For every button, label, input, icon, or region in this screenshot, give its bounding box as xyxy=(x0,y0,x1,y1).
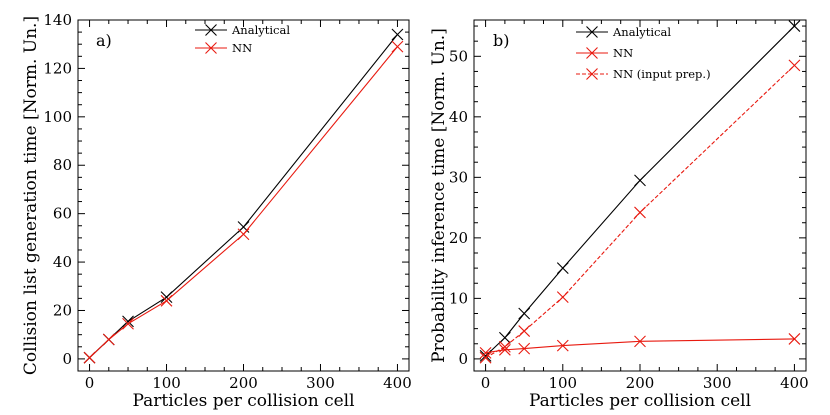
panel-label: b) xyxy=(493,31,509,50)
legend-entry: Analytical xyxy=(576,25,671,39)
series-line xyxy=(89,46,398,359)
data-point xyxy=(518,307,531,320)
x-tick-label: 300 xyxy=(703,374,732,392)
y-tick-label: 20 xyxy=(53,301,72,319)
data-point xyxy=(498,343,511,356)
data-point xyxy=(634,206,646,219)
legend-entry: NN (input prep.) xyxy=(576,67,711,81)
y-tick-label: 50 xyxy=(449,47,468,65)
legend-label: NN (input prep.) xyxy=(613,67,711,81)
series-line xyxy=(485,64,795,359)
panel-b: 0 100 200 300 400 0 10 20 30 40 50 Particles per co… xyxy=(429,19,809,411)
data-point xyxy=(237,228,250,241)
series-nn xyxy=(83,40,404,364)
x-tick-label: 400 xyxy=(383,374,412,392)
y-tick-label: 30 xyxy=(449,168,468,186)
x-axis-label: Particles per collision cell xyxy=(132,391,354,411)
data-point xyxy=(122,315,134,328)
series-analytical xyxy=(479,20,801,362)
x-tick-label: 0 xyxy=(481,374,491,392)
panel-a: 0 100 200 300 400 0 20 40 60 80 100 120 140 Particles… xyxy=(21,11,412,411)
x-tick-label: 200 xyxy=(626,374,655,392)
data-point xyxy=(498,331,511,344)
data-point xyxy=(122,317,134,330)
y-tick-label: 10 xyxy=(449,289,468,307)
panel-label: a) xyxy=(96,31,112,50)
y-tick-label: 100 xyxy=(43,108,72,126)
legend-label: NN xyxy=(613,46,633,60)
data-point xyxy=(160,291,173,304)
data-point xyxy=(788,20,801,32)
x-tick-label: 200 xyxy=(229,374,258,392)
series-nn xyxy=(479,333,801,359)
legend-entry: Analytical xyxy=(195,23,290,37)
x-tick-label: 300 xyxy=(306,374,335,392)
data-point xyxy=(556,291,569,304)
data-point xyxy=(788,333,801,345)
y-tick-label: 140 xyxy=(43,11,72,29)
data-point xyxy=(498,340,511,353)
legend-entry: NN xyxy=(195,41,252,55)
data-point xyxy=(518,342,531,355)
y-axis-label: Collision list generation time [Norm. Un… xyxy=(21,16,41,375)
x-axis-label: Particles per collision cell xyxy=(529,391,751,411)
x-tick-label: 0 xyxy=(85,374,95,392)
y-axis-label: Probability inference time [Norm. Un.] xyxy=(429,28,449,363)
legend-entry: NN xyxy=(576,46,633,60)
legend-label: NN xyxy=(232,41,252,55)
data-point xyxy=(634,174,646,187)
data-point xyxy=(391,28,404,41)
x-tick-label: 100 xyxy=(548,374,577,392)
y-tick-label: 60 xyxy=(53,205,72,223)
y-tick-label: 40 xyxy=(53,253,72,271)
data-point xyxy=(556,262,569,275)
x-tick-label: 400 xyxy=(780,374,809,392)
y-tick-label: 0 xyxy=(62,350,72,368)
data-point xyxy=(102,333,115,346)
data-point xyxy=(479,346,492,359)
y-tick-label: 0 xyxy=(458,350,468,368)
data-point xyxy=(788,59,801,72)
data-point xyxy=(83,351,96,364)
data-point xyxy=(518,325,531,337)
data-point xyxy=(160,294,173,307)
x-tick-label: 100 xyxy=(152,374,181,392)
y-tick-label: 120 xyxy=(43,59,72,77)
series-analytical xyxy=(83,28,404,364)
y-tick-label: 80 xyxy=(53,156,72,174)
data-point xyxy=(391,40,404,53)
series-nn-input-prep xyxy=(479,59,801,364)
data-point xyxy=(556,339,569,352)
data-point xyxy=(634,335,646,348)
legend-label: Analytical xyxy=(231,23,290,37)
data-point xyxy=(479,351,492,364)
y-tick-label: 40 xyxy=(449,108,468,126)
series-line xyxy=(89,34,398,359)
legend-label: Analytical xyxy=(612,25,671,39)
axes-frame xyxy=(77,19,410,372)
y-tick-label: 20 xyxy=(449,229,468,247)
